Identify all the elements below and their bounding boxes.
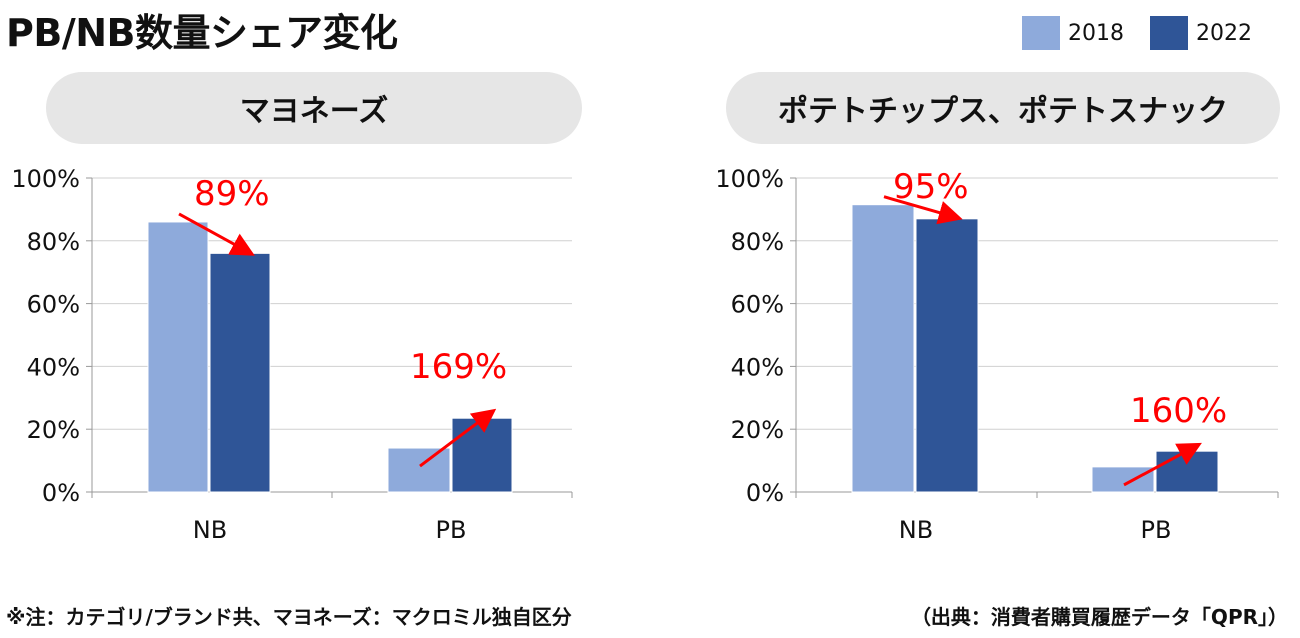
annotation-label: 169% bbox=[410, 347, 507, 387]
footnote-note: ※注：カテゴリ/ブランド共、マヨネーズ：マクロミル独自区分 bbox=[6, 605, 572, 629]
y-tick-label: 60% bbox=[731, 291, 784, 319]
footnote-source: （出典：消費者購買履歴データ「QPR」） bbox=[910, 605, 1288, 629]
y-tick-label: 80% bbox=[27, 228, 80, 256]
legend-swatch-2022 bbox=[1150, 16, 1188, 50]
panel-title-right: ポテトチップス、ポテトスナック bbox=[726, 72, 1280, 144]
annotation-label: 89% bbox=[194, 174, 270, 214]
change-arrow bbox=[178, 212, 255, 256]
y-tick-label: 20% bbox=[731, 416, 784, 444]
annotation-label: 95% bbox=[893, 167, 969, 207]
bar-pb-2022 bbox=[451, 417, 513, 493]
legend-swatch-2018 bbox=[1022, 16, 1060, 50]
y-tick-label: 40% bbox=[731, 353, 784, 381]
x-tick-label-pb: PB bbox=[436, 516, 467, 544]
y-tick-label: 60% bbox=[27, 291, 80, 319]
bar-nb-2018 bbox=[851, 204, 915, 493]
x-tick-label-pb: PB bbox=[1141, 516, 1172, 544]
legend-item-2018: 2018 bbox=[1022, 16, 1124, 50]
y-tick-label: 100% bbox=[11, 165, 80, 193]
change-arrow bbox=[883, 195, 963, 225]
annotation-label: 160% bbox=[1130, 391, 1227, 431]
chart-mayonnaise: 0% 20% 40% 60% 80% 100% NB PB 89% 169% bbox=[11, 165, 573, 544]
bar-pb-2018 bbox=[387, 447, 451, 493]
legend-label-2022: 2022 bbox=[1196, 20, 1252, 46]
panel-title-left: マヨネーズ bbox=[46, 72, 582, 144]
legend-label-2018: 2018 bbox=[1068, 20, 1124, 46]
change-arrow bbox=[419, 408, 497, 468]
y-tick-label: 40% bbox=[27, 353, 80, 381]
change-arrow bbox=[1123, 442, 1202, 487]
bar-nb-2022 bbox=[209, 252, 271, 493]
y-tick-label: 0% bbox=[42, 479, 80, 507]
page-title: PB/NB数量シェア変化 bbox=[6, 11, 398, 55]
y-tick-label: 20% bbox=[27, 416, 80, 444]
legend-item-2022: 2022 bbox=[1150, 16, 1252, 50]
y-tick-label: 0% bbox=[746, 479, 784, 507]
bar-pb-2018 bbox=[1091, 466, 1155, 493]
chart-potato-chips: 0% 20% 40% 60% 80% 100% NB PB 95% 160% bbox=[715, 165, 1279, 544]
chart-legend: 2018 2022 bbox=[1022, 16, 1278, 50]
x-tick-label-nb: NB bbox=[193, 516, 227, 544]
x-tick-label-nb: NB bbox=[899, 516, 933, 544]
y-tick-label: 80% bbox=[731, 228, 784, 256]
y-tick-label: 100% bbox=[715, 165, 784, 193]
bar-pb-2022 bbox=[1155, 450, 1219, 493]
bar-nb-2018 bbox=[147, 221, 209, 493]
bar-nb-2022 bbox=[915, 218, 979, 493]
